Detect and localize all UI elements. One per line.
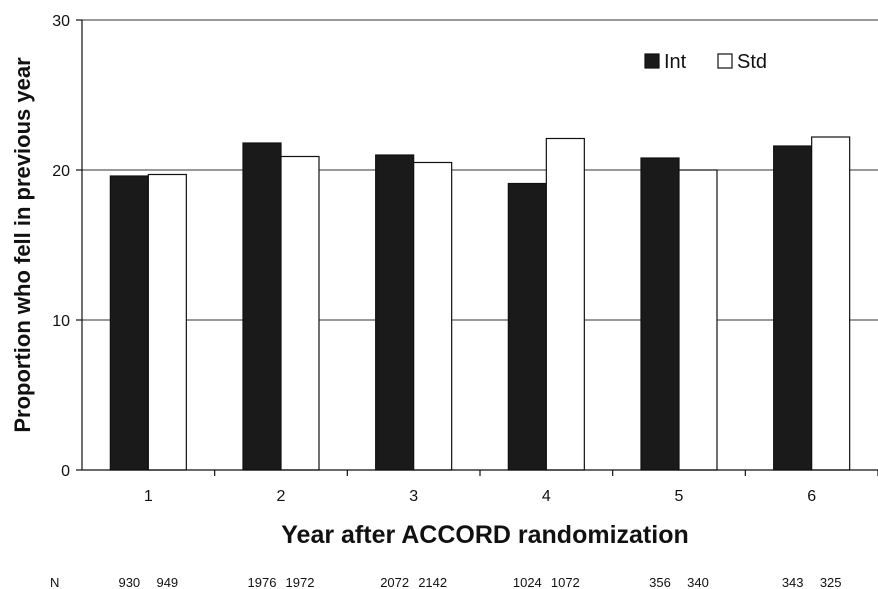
legend-swatch-std xyxy=(717,53,733,69)
legend-label-std: Std xyxy=(737,51,767,73)
x-tick-label: 3 xyxy=(409,488,418,505)
n-value: 1976 xyxy=(248,575,277,589)
x-tick-label: 5 xyxy=(675,488,684,505)
bar-int-year-3 xyxy=(375,154,415,471)
x-tick-labels: 1 2 3 4 5 6 xyxy=(144,470,878,505)
n-value: 356 xyxy=(649,575,671,589)
y-tick-label: 0 xyxy=(61,463,70,480)
y-tick-label: 30 xyxy=(52,13,70,30)
n-value: 930 xyxy=(118,575,140,589)
y-axis-title: Proportion who fell in previous year xyxy=(10,57,35,433)
bar-std-year-6 xyxy=(811,136,851,471)
sample-size-row: N 930 949 1976 1972 2072 2142 1024 1072 356 340 343… xyxy=(50,575,842,589)
bar-std-year-4 xyxy=(545,137,585,471)
y-tick-labels: 0 10 20 30 xyxy=(52,13,82,480)
x-tick-label: 6 xyxy=(807,488,816,505)
x-tick-label: 1 xyxy=(144,488,153,505)
n-value: 343 xyxy=(782,575,804,589)
legend-label-int: Int xyxy=(664,51,687,73)
bars xyxy=(109,136,851,471)
bar-int-year-6 xyxy=(773,145,813,471)
bar-std-year-3 xyxy=(413,161,453,471)
bar-int-year-5 xyxy=(640,157,680,471)
bar-int-year-4 xyxy=(507,182,547,471)
bar-int-year-1 xyxy=(109,175,149,471)
n-value: 2072 xyxy=(380,575,409,589)
bar-std-year-1 xyxy=(147,173,187,471)
n-value: 1072 xyxy=(551,575,580,589)
bar-int-year-2 xyxy=(242,142,282,471)
n-label: N xyxy=(50,575,59,589)
n-value: 949 xyxy=(156,575,178,589)
n-value: 2142 xyxy=(418,575,447,589)
x-axis-title: Year after ACCORD randomization xyxy=(281,521,688,549)
n-value: 325 xyxy=(820,575,842,589)
x-tick-label: 2 xyxy=(277,488,286,505)
y-tick-label: 20 xyxy=(52,163,70,180)
n-value: 340 xyxy=(687,575,709,589)
n-value: 1972 xyxy=(286,575,315,589)
n-value: 1024 xyxy=(513,575,542,589)
legend-swatch-int xyxy=(644,53,660,69)
bar-std-year-2 xyxy=(280,155,320,471)
legend: Int Std xyxy=(644,51,767,73)
y-tick-label: 10 xyxy=(52,313,70,330)
x-tick-label: 4 xyxy=(542,488,551,505)
gridlines xyxy=(82,19,878,321)
bar-std-year-5 xyxy=(678,169,718,471)
